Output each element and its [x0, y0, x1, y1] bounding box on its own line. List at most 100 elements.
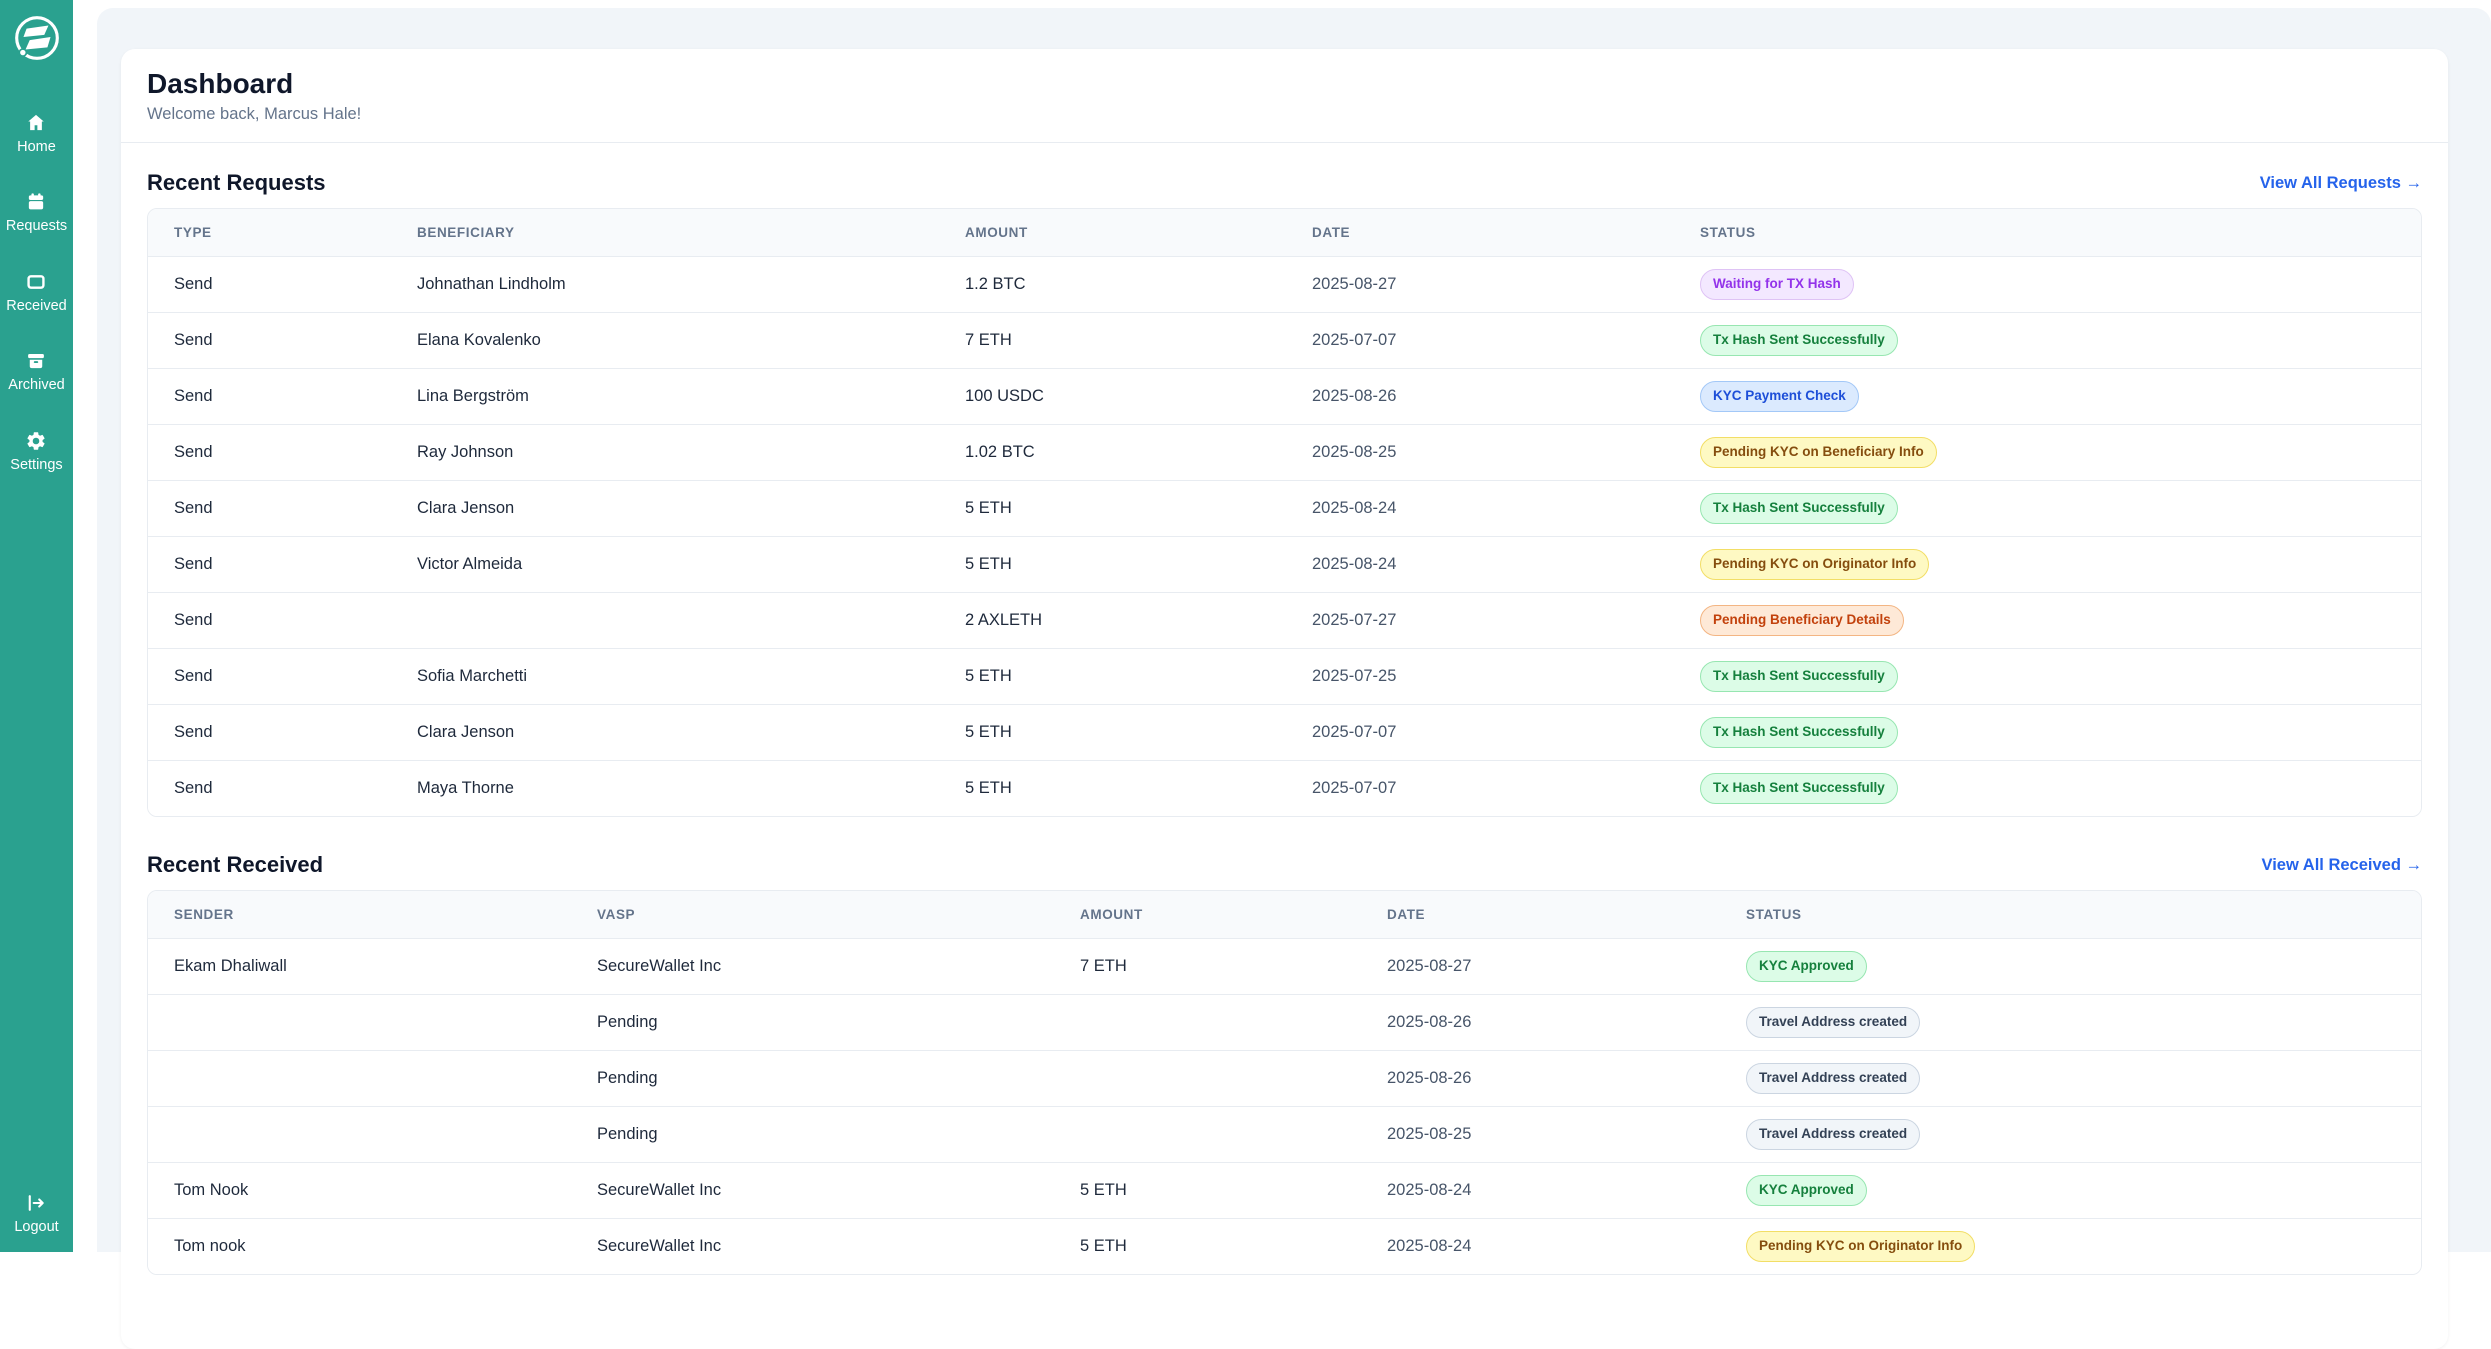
cell-beneficiary: Maya Thorne [391, 760, 939, 816]
cell-date: 2025-07-07 [1286, 760, 1674, 816]
app-root: Home Requests Received Archived Settings… [0, 0, 2491, 1252]
cell-status: Tx Hash Sent Successfully [1674, 480, 2422, 536]
column-header-status: STATUS [1720, 891, 2422, 939]
table-row[interactable]: Pending2025-08-25Travel Address created [148, 1106, 2422, 1162]
settings-icon [25, 430, 47, 452]
cell-beneficiary: Johnathan Lindholm [391, 257, 939, 312]
sidebar-item-settings[interactable]: Settings [10, 430, 62, 474]
status-badge: Pending KYC on Originator Info [1700, 549, 1929, 579]
cell-sender: Tom nook [148, 1218, 571, 1274]
welcome-message: Welcome back, Marcus Hale! [147, 104, 2422, 124]
status-badge: Pending KYC on Beneficiary Info [1700, 437, 1937, 467]
cell-beneficiary: Elana Kovalenko [391, 312, 939, 368]
table-row[interactable]: SendClara Jenson5 ETH2025-07-07Tx Hash S… [148, 704, 2422, 760]
status-badge: Travel Address created [1746, 1119, 1920, 1149]
table-row[interactable]: SendClara Jenson5 ETH2025-08-24Tx Hash S… [148, 480, 2422, 536]
content-panel: Dashboard Welcome back, Marcus Hale! Rec… [97, 8, 2491, 1252]
cell-status: Travel Address created [1720, 994, 2422, 1050]
cell-date: 2025-08-24 [1361, 1218, 1720, 1274]
cell-status: KYC Approved [1720, 1162, 2422, 1218]
requests-table: TYPEBENEFICIARYAMOUNTDATESTATUSSendJohna… [148, 209, 2422, 816]
sidebar-item-received[interactable]: Received [6, 271, 66, 315]
table-row[interactable]: Ekam DhaliwallSecureWallet Inc7 ETH2025-… [148, 939, 2422, 994]
cell-beneficiary: Sofia Marchetti [391, 648, 939, 704]
table-row[interactable]: SendRay Johnson1.02 BTC2025-08-25Pending… [148, 424, 2422, 480]
dashboard-header: Dashboard Welcome back, Marcus Hale! [121, 49, 2448, 143]
cell-date: 2025-08-24 [1286, 536, 1674, 592]
cell-amount: 5 ETH [1054, 1162, 1361, 1218]
cell-sender [148, 994, 571, 1050]
cell-vasp: SecureWallet Inc [571, 1218, 1054, 1274]
table-row[interactable]: SendLina Bergström100 USDC2025-08-26KYC … [148, 368, 2422, 424]
cell-type: Send [148, 760, 391, 816]
cell-type: Send [148, 312, 391, 368]
cell-beneficiary: Clara Jenson [391, 704, 939, 760]
cell-status: Pending KYC on Beneficiary Info [1674, 424, 2422, 480]
cell-amount: 7 ETH [939, 312, 1286, 368]
table-row[interactable]: Pending2025-08-26Travel Address created [148, 1050, 2422, 1106]
status-badge: Tx Hash Sent Successfully [1700, 661, 1898, 691]
cell-type: Send [148, 648, 391, 704]
column-header-sender: SENDER [148, 891, 571, 939]
view-all-requests-link[interactable]: View All Requests → [2260, 174, 2422, 193]
cell-sender: Tom Nook [148, 1162, 571, 1218]
table-row[interactable]: SendJohnathan Lindholm1.2 BTC2025-08-27W… [148, 257, 2422, 312]
sidebar-item-archived[interactable]: Archived [8, 350, 64, 394]
cell-date: 2025-08-26 [1286, 368, 1674, 424]
cell-date: 2025-08-24 [1361, 1162, 1720, 1218]
cell-date: 2025-07-07 [1286, 704, 1674, 760]
sidebar-item-home[interactable]: Home [17, 112, 56, 156]
status-badge: Waiting for TX Hash [1700, 269, 1854, 299]
cell-amount: 5 ETH [939, 648, 1286, 704]
cell-amount: 5 ETH [1054, 1218, 1361, 1274]
view-all-received-link[interactable]: View All Received → [2262, 856, 2423, 875]
status-badge: Tx Hash Sent Successfully [1700, 493, 1898, 523]
table-row[interactable]: Send2 AXLETH2025-07-27Pending Beneficiar… [148, 592, 2422, 648]
column-header-type: TYPE [148, 209, 391, 257]
app-logo-icon[interactable] [12, 13, 62, 63]
cell-status: Travel Address created [1720, 1106, 2422, 1162]
cell-sender: Ekam Dhaliwall [148, 939, 571, 994]
cell-status: Tx Hash Sent Successfully [1674, 648, 2422, 704]
status-badge: KYC Payment Check [1700, 381, 1859, 411]
table-row[interactable]: Pending2025-08-26Travel Address created [148, 994, 2422, 1050]
cell-vasp: Pending [571, 994, 1054, 1050]
column-header-date: DATE [1361, 891, 1720, 939]
status-badge: Pending Beneficiary Details [1700, 605, 1904, 635]
sidebar-item-requests[interactable]: Requests [6, 191, 67, 235]
cell-date: 2025-07-27 [1286, 592, 1674, 648]
cell-amount: 2 AXLETH [939, 592, 1286, 648]
cell-status: KYC Approved [1720, 939, 2422, 994]
column-header-status: STATUS [1674, 209, 2422, 257]
cell-amount: 1.2 BTC [939, 257, 1286, 312]
cell-beneficiary: Lina Bergström [391, 368, 939, 424]
cell-status: Tx Hash Sent Successfully [1674, 704, 2422, 760]
sidebar-item-logout[interactable]: Logout [14, 1192, 58, 1236]
cell-beneficiary [391, 592, 939, 648]
cell-type: Send [148, 257, 391, 312]
cell-date: 2025-08-26 [1361, 1050, 1720, 1106]
cell-status: Tx Hash Sent Successfully [1674, 760, 2422, 816]
cell-vasp: SecureWallet Inc [571, 939, 1054, 994]
table-row[interactable]: SendVictor Almeida5 ETH2025-08-24Pending… [148, 536, 2422, 592]
received-section-head: Recent Received View All Received → [147, 852, 2422, 878]
cell-amount: 5 ETH [939, 704, 1286, 760]
cell-date: 2025-07-07 [1286, 312, 1674, 368]
cell-amount: 5 ETH [939, 480, 1286, 536]
cell-beneficiary: Ray Johnson [391, 424, 939, 480]
cell-type: Send [148, 480, 391, 536]
table-row[interactable]: SendMaya Thorne5 ETH2025-07-07Tx Hash Se… [148, 760, 2422, 816]
table-row[interactable]: SendSofia Marchetti5 ETH2025-07-25Tx Has… [148, 648, 2422, 704]
cell-type: Send [148, 424, 391, 480]
archived-icon [25, 350, 47, 372]
table-row[interactable]: SendElana Kovalenko7 ETH2025-07-07Tx Has… [148, 312, 2422, 368]
cell-date: 2025-08-25 [1286, 424, 1674, 480]
sidebar: Home Requests Received Archived Settings… [0, 0, 73, 1252]
cell-status: Waiting for TX Hash [1674, 257, 2422, 312]
status-badge: Pending KYC on Originator Info [1746, 1231, 1975, 1261]
table-row[interactable]: Tom nookSecureWallet Inc5 ETH2025-08-24 P… [148, 1218, 2422, 1274]
dashboard-card: Dashboard Welcome back, Marcus Hale! Rec… [121, 49, 2448, 1349]
table-row[interactable]: Tom NookSecureWallet Inc5 ETH2025-08-24K… [148, 1162, 2422, 1218]
column-header-beneficiary: BENEFICIARY [391, 209, 939, 257]
cell-type: Send [148, 704, 391, 760]
